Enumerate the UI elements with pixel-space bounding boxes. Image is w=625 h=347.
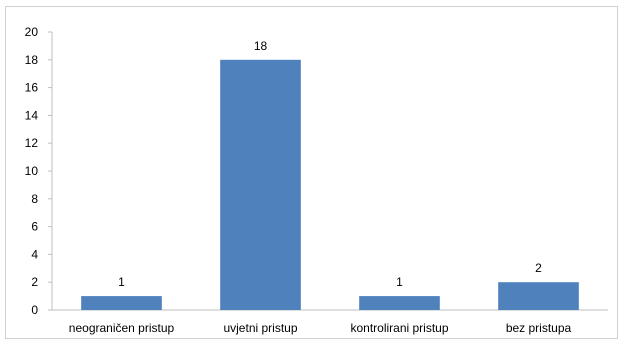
- chart-axes: [51, 32, 608, 311]
- y-tick-label: 18: [25, 53, 39, 67]
- data-labels: 1 18 1 2: [118, 39, 542, 289]
- category-label: neograničen pristup: [69, 321, 175, 335]
- category-label: bez pristupa: [506, 321, 572, 335]
- category-label: uvjetni pristup: [223, 321, 297, 335]
- y-tick-label: 12: [25, 136, 39, 150]
- data-label: 1: [118, 275, 125, 289]
- bar: [359, 296, 440, 310]
- data-label: 2: [535, 261, 542, 275]
- y-tick-label: 8: [31, 192, 38, 206]
- y-tick-label: 14: [25, 108, 39, 122]
- bar: [220, 59, 301, 310]
- y-axis-ticks: 0 2 4 6 8 10 12 14 16 18 20: [25, 25, 52, 317]
- category-labels: neograničen pristup uvjetni pristup kontro…: [69, 321, 572, 335]
- y-tick-label: 16: [25, 81, 39, 95]
- bar: [498, 282, 579, 310]
- bar-series: [81, 59, 579, 310]
- y-tick-label: 2: [31, 275, 38, 289]
- data-label: 1: [396, 275, 403, 289]
- y-tick-label: 4: [31, 247, 38, 261]
- y-tick-label: 10: [25, 164, 39, 178]
- category-label: kontrolirani pristup: [350, 321, 448, 335]
- data-label: 18: [254, 39, 268, 53]
- y-tick-label: 20: [25, 25, 39, 39]
- y-tick-label: 0: [31, 303, 38, 317]
- y-tick-label: 6: [31, 220, 38, 234]
- bar: [81, 296, 162, 310]
